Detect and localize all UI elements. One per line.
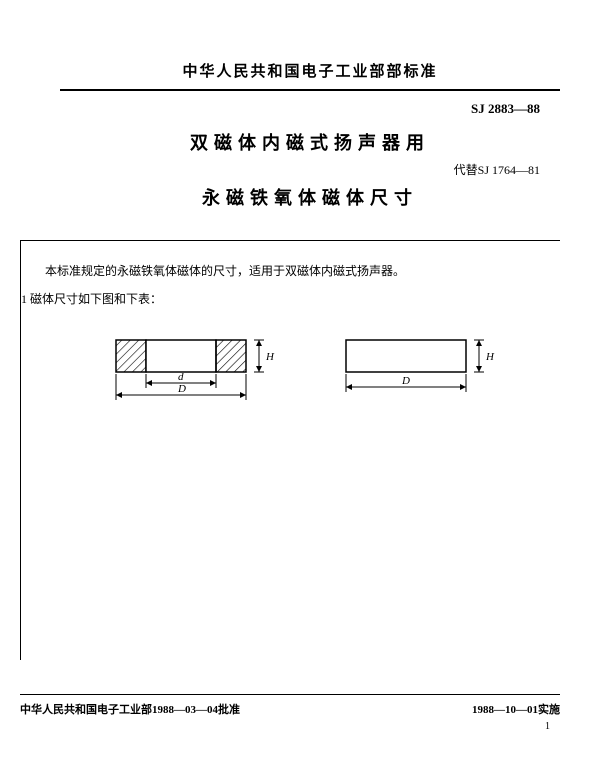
footer-rule bbox=[20, 694, 560, 695]
footer: 中华人民共和国电子工业部1988—03—04批准 1988—10—01实施 1 bbox=[20, 694, 560, 732]
org-title: 中华人民共和国电子工业部部标准 bbox=[60, 60, 560, 81]
document-page: 中华人民共和国电子工业部部标准 SJ 2883—88 双磁体内磁式扬声器用 代替… bbox=[0, 0, 600, 762]
effective-text: 1988—10—01实施 bbox=[472, 701, 560, 717]
intro-text: 本标准规定的永磁铁氧体磁体的尺寸，适用于双磁体内磁式扬声器。 bbox=[21, 261, 560, 283]
page-number: 1 bbox=[20, 721, 560, 732]
main-title-line2: 永磁铁氧体磁体尺寸 bbox=[60, 184, 560, 210]
replace-code: 代替SJ 1764—81 bbox=[60, 161, 560, 178]
standard-code: SJ 2883—88 bbox=[60, 101, 560, 117]
header-rule bbox=[60, 89, 560, 91]
diagram-ring: H d D bbox=[106, 330, 276, 410]
dim-H-1: H bbox=[265, 351, 275, 363]
diagrams-container: H d D H bbox=[41, 330, 560, 410]
main-title-line1: 双磁体内磁式扬声器用 bbox=[60, 129, 560, 155]
dim-D-2: D bbox=[401, 375, 410, 387]
content-box: 本标准规定的永磁铁氧体磁体的尺寸，适用于双磁体内磁式扬声器。 1 磁体尺寸如下图… bbox=[20, 240, 560, 660]
footer-row: 中华人民共和国电子工业部1988—03—04批准 1988—10—01实施 bbox=[20, 701, 560, 717]
dim-d: d bbox=[178, 371, 184, 383]
dim-D-1: D bbox=[177, 383, 186, 395]
dim-H-2: H bbox=[485, 351, 495, 363]
approval-text: 中华人民共和国电子工业部1988—03—04批准 bbox=[20, 701, 240, 717]
diagram-solid: H D bbox=[336, 330, 496, 410]
section-1-text: 1 磁体尺寸如下图和下表： bbox=[21, 289, 560, 311]
